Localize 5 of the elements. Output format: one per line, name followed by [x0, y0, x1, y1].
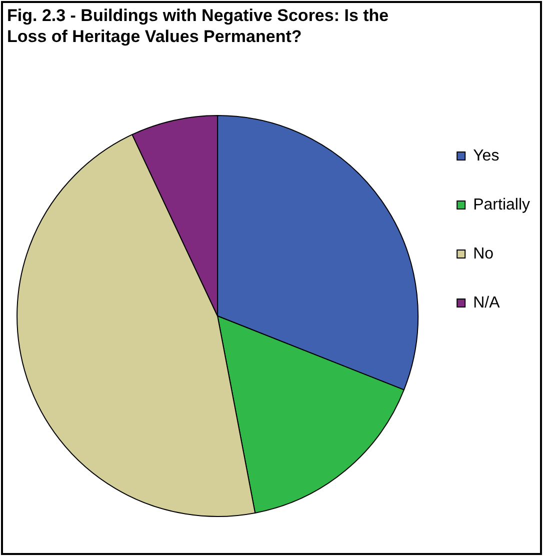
- legend-label: Partially: [473, 196, 530, 214]
- legend-label: Yes: [473, 147, 500, 164]
- legend-label: No: [473, 245, 494, 262]
- legend-label: N/A: [473, 294, 500, 312]
- chart-title: Fig. 2.3 - Buildings with Negative Scores: Is the Loss of Heritage Values Permanent?: [7, 5, 390, 47]
